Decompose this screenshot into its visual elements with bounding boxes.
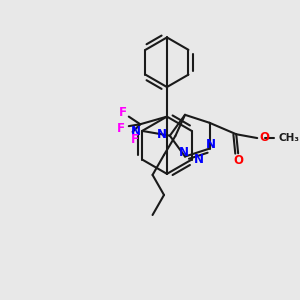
Text: F: F — [130, 133, 139, 146]
Text: N: N — [157, 128, 167, 141]
Text: N: N — [179, 146, 189, 159]
Text: O: O — [233, 154, 243, 167]
Text: N: N — [194, 153, 204, 166]
Text: N: N — [131, 125, 141, 138]
Text: CH₃: CH₃ — [278, 133, 299, 143]
Text: F: F — [119, 106, 127, 119]
Text: O: O — [259, 130, 269, 144]
Text: N: N — [206, 138, 215, 151]
Text: F: F — [117, 122, 125, 135]
